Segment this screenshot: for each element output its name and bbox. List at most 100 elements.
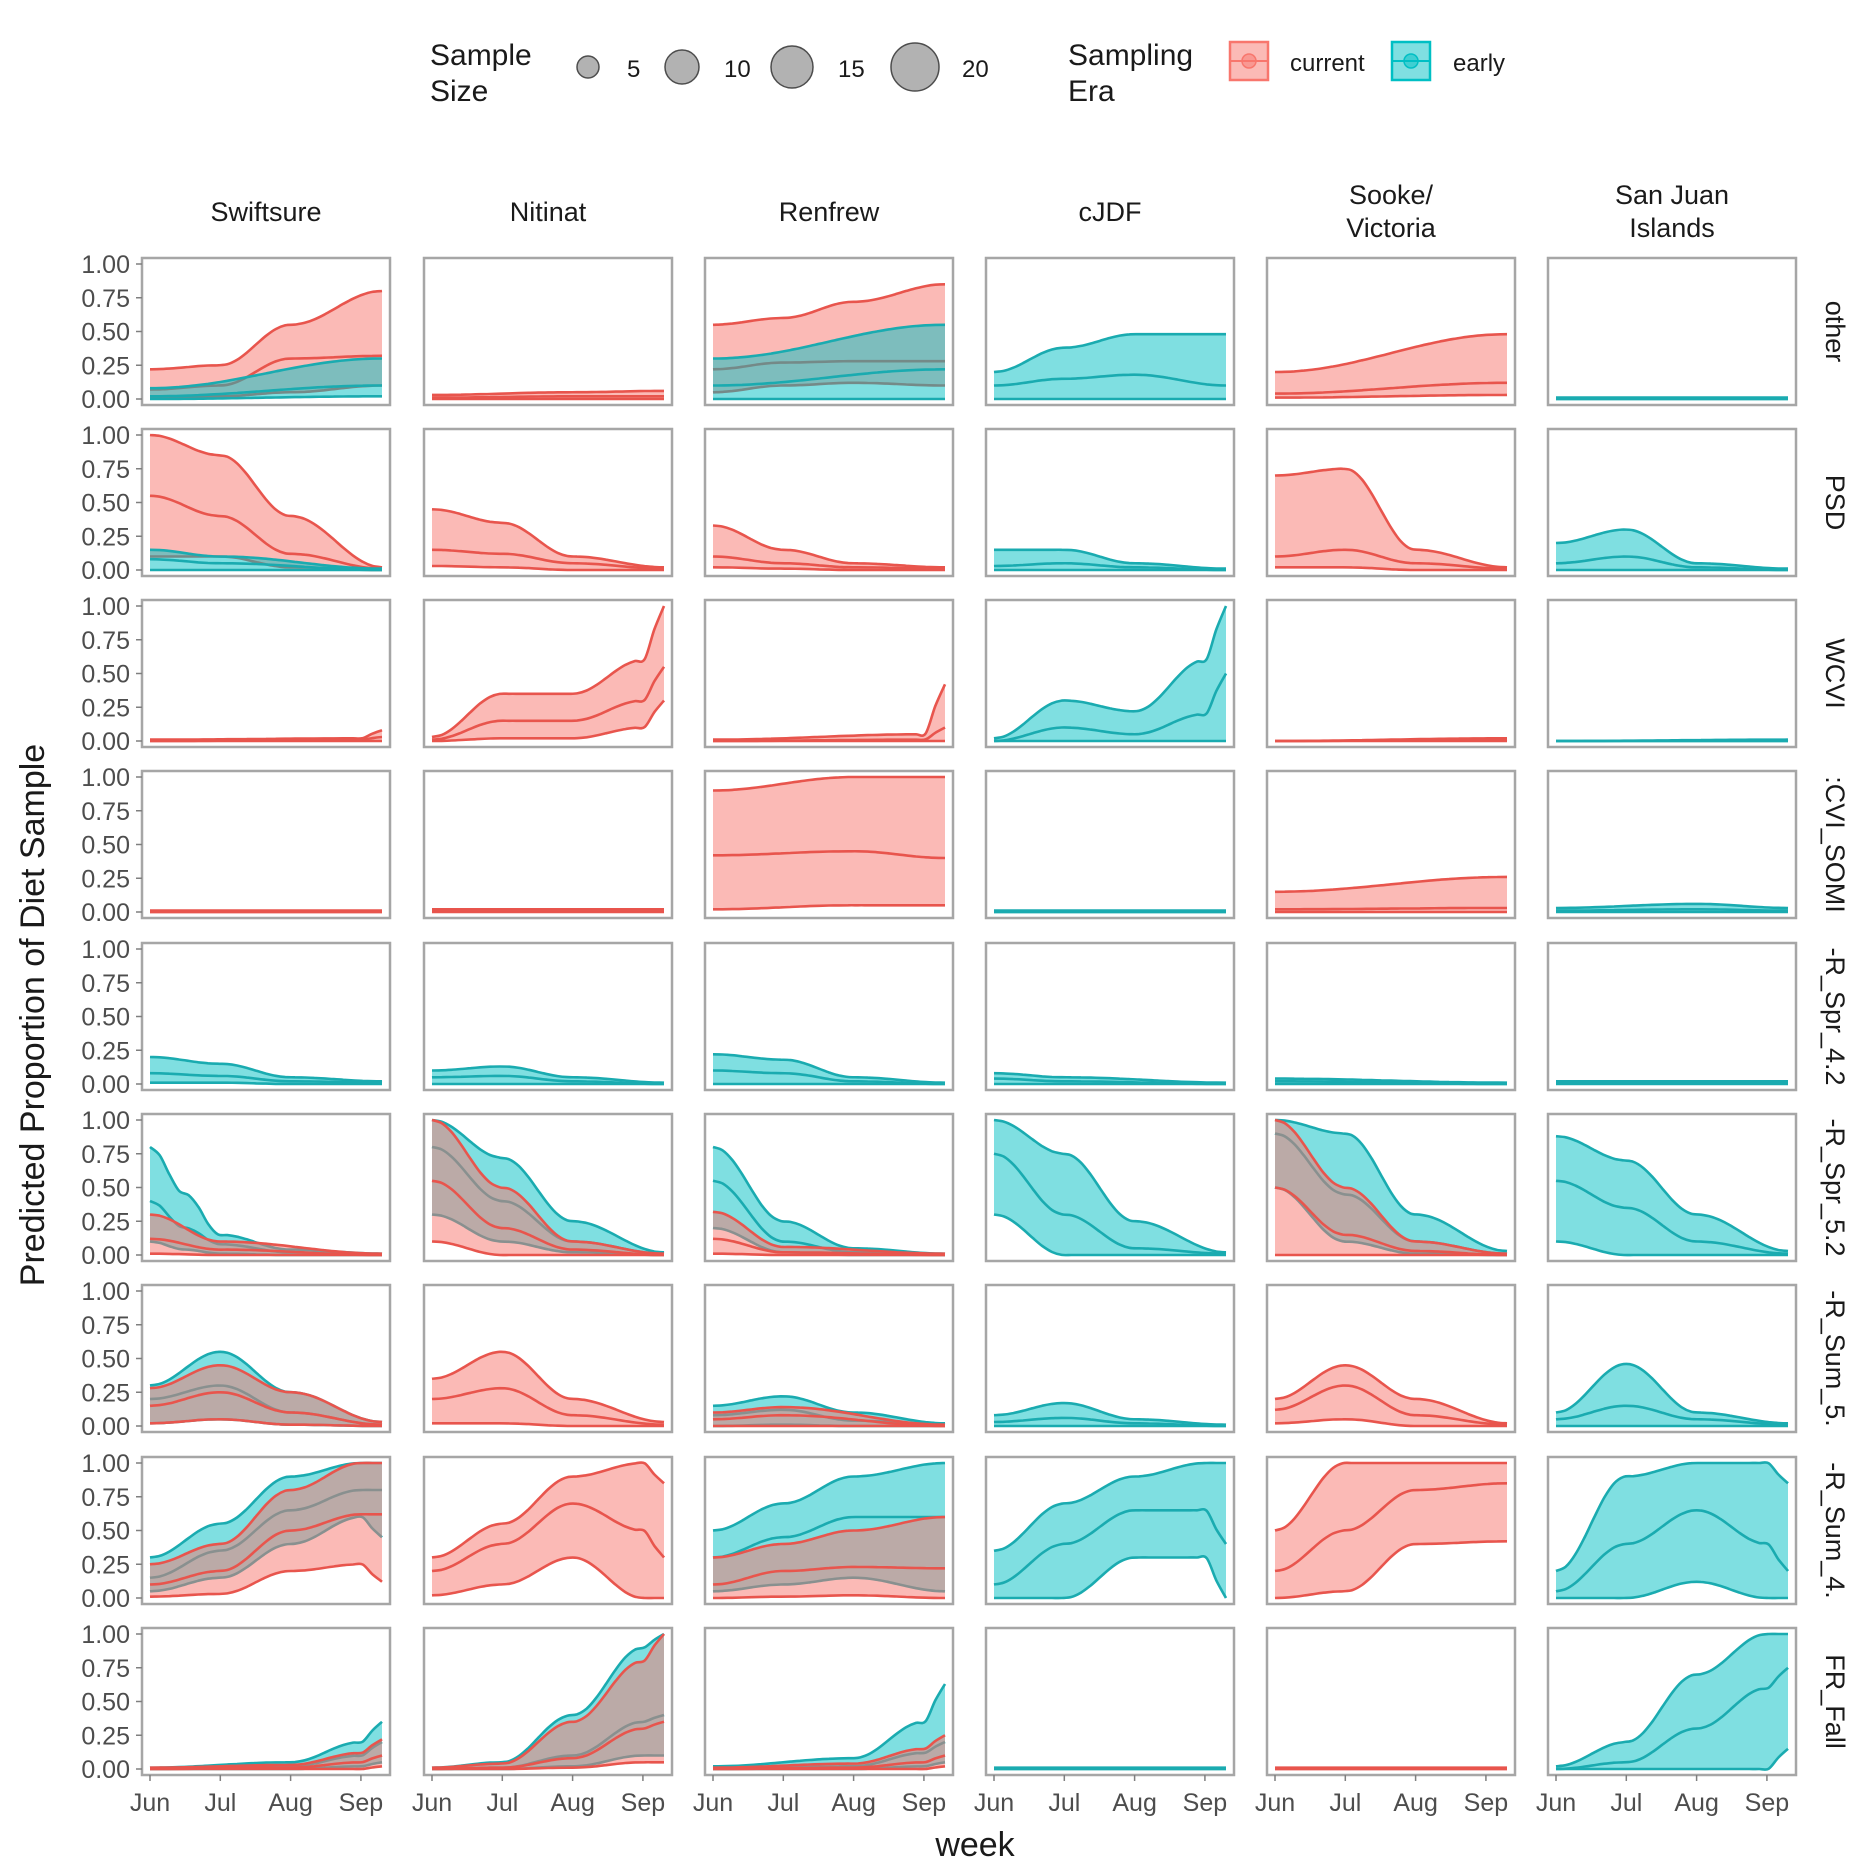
y-tick-label: 1.00: [81, 764, 130, 792]
upper-line-early: [431, 1065, 665, 1084]
panel-r1-c2: [703, 427, 955, 578]
mean-line-current: [431, 1502, 666, 1573]
panel-background: [986, 943, 1234, 1090]
panel-r0-c0: [140, 256, 392, 407]
upper-line-early: [1555, 902, 1789, 910]
x-tick-label: Jul: [486, 1789, 518, 1817]
panel-border: [422, 769, 674, 920]
panel-border: [1546, 427, 1798, 578]
panel-r2-c0: [140, 598, 392, 749]
mean-line-early: [431, 1074, 665, 1086]
mean-line-early: [993, 1152, 1227, 1255]
y-tick-label: 0.25: [81, 1208, 130, 1236]
panel-background: [1267, 943, 1515, 1090]
panel-content: [1267, 1628, 1515, 1775]
mean-line-current: [713, 1754, 946, 1771]
panel-r0-c2: [703, 256, 955, 407]
panel-content: [424, 600, 672, 747]
panel-content: [986, 943, 1234, 1090]
mean-line-current: [712, 1565, 945, 1586]
legend-size-title: Size: [430, 75, 488, 108]
upper-line-current: [431, 605, 666, 739]
y-tick-label: 0.25: [81, 523, 130, 551]
upper-line-current: [712, 1515, 946, 1559]
upper-line-current: [712, 775, 945, 792]
upper-line-early: [712, 323, 946, 360]
y-tick-label: 0.75: [81, 1141, 130, 1169]
x-tick-label: Aug: [1393, 1789, 1437, 1817]
x-tick-label: Aug: [550, 1789, 594, 1817]
y-tick-label: 0.75: [81, 456, 130, 484]
y-tick-label: 1.00: [81, 251, 130, 279]
panel-background: [1548, 600, 1796, 747]
y-tick-label: 0.00: [81, 1413, 130, 1441]
panel-r8-c2: [703, 1626, 955, 1777]
panel-content: [142, 1628, 390, 1775]
mean-line-early: [993, 1507, 1228, 1586]
panel-border: [422, 427, 674, 578]
y-tick-label: 1.00: [81, 422, 130, 450]
panel-border: [984, 1455, 1236, 1606]
panel-border: [422, 1626, 674, 1777]
column-strip-label: Victoria: [1346, 213, 1437, 243]
panel-r1-c4: [1265, 427, 1517, 578]
panel-r5-c5: [1546, 1112, 1798, 1263]
legend-era-title: Era: [1068, 75, 1115, 108]
y-tick-label: 0.75: [81, 798, 130, 826]
panel-r1-c3: [984, 427, 1236, 578]
x-tick-label: Jun: [130, 1789, 170, 1817]
lower-line-current: [1275, 393, 1508, 399]
ribbon-early: [1556, 1633, 1788, 1770]
upper-line-current: [712, 1405, 946, 1426]
upper-line-current: [1274, 332, 1508, 374]
panel-r4-c3: [984, 941, 1236, 1092]
panel-border: [1546, 1283, 1798, 1434]
panel-background: [424, 258, 672, 405]
panel-r4-c5: [1546, 941, 1798, 1092]
panel-r7-c1: [422, 1455, 674, 1606]
panel-background: [1548, 943, 1796, 1090]
upper-line-current: [149, 1213, 383, 1255]
panel-background: [142, 771, 390, 918]
ribbon-current: [150, 1214, 382, 1255]
x-tick-label: Jun: [1255, 1789, 1295, 1817]
x-tick-label: Jun: [693, 1789, 733, 1817]
y-tick-label: 0.00: [81, 386, 130, 414]
y-tick-label: 0.50: [81, 1004, 130, 1032]
legend-size-circle: [890, 42, 940, 92]
upper-line-current: [149, 433, 383, 569]
panel-content: [142, 1285, 390, 1432]
upper-line-current: [712, 524, 946, 569]
upper-line-early: [993, 1461, 1226, 1553]
y-tick-label: 0.50: [81, 490, 130, 518]
upper-line-early: [1555, 1461, 1789, 1573]
ribbon-current: [432, 606, 664, 741]
lower-line-current: [713, 903, 945, 911]
x-tick-label: Jul: [1610, 1789, 1642, 1817]
panel-background: [1267, 600, 1515, 747]
panel-r7-c2: [703, 1455, 955, 1606]
panel-content: [1267, 1457, 1515, 1604]
legend-size-label: 10: [724, 56, 751, 83]
panel-content: [986, 258, 1234, 405]
upper-line-early: [994, 548, 1227, 570]
upper-line-early: [993, 332, 1226, 374]
x-tick-label: Sep: [339, 1789, 383, 1817]
ribbon-current: [713, 1735, 945, 1770]
mean-line-early: [993, 1416, 1227, 1428]
row-strip-label: other: [1820, 301, 1850, 363]
y-tick-label: 1.00: [81, 1450, 130, 1478]
panel-background: [424, 771, 672, 918]
panel-border: [422, 1283, 674, 1434]
panel-background: [705, 600, 953, 747]
panel-content: [424, 429, 672, 576]
panel-content: [986, 1285, 1234, 1432]
lower-line-early: [994, 1555, 1228, 1600]
mean-line-current: [149, 1512, 382, 1586]
column-strip-label: Islands: [1629, 213, 1715, 243]
upper-line-current: [712, 283, 946, 327]
x-axis-label: week: [934, 1826, 1015, 1864]
panel-border: [984, 769, 1236, 920]
panel-r5-c4: [1265, 1112, 1517, 1263]
